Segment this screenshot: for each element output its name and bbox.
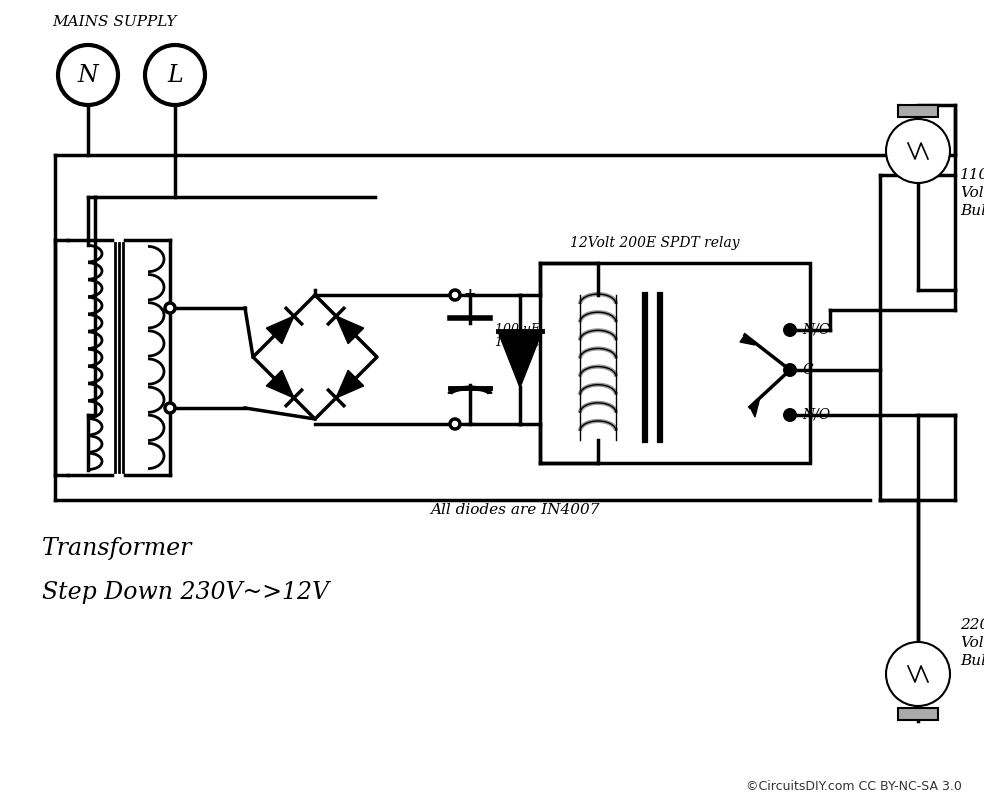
Text: N/O: N/O [802,408,830,422]
Bar [898,708,938,720]
Text: 110: 110 [960,168,984,182]
Text: −: − [463,416,475,431]
Circle shape [165,403,175,413]
Text: ©CircuitsDIY.com CC BY-NC-SA 3.0: ©CircuitsDIY.com CC BY-NC-SA 3.0 [746,780,962,793]
Polygon shape [750,397,760,417]
Polygon shape [740,335,755,345]
Text: Bulb: Bulb [960,654,984,668]
Circle shape [783,408,797,422]
Circle shape [783,363,797,377]
Bar [898,105,938,117]
Text: Bulb: Bulb [960,204,984,218]
Text: N: N [78,64,98,86]
Polygon shape [337,370,364,398]
Text: 16 Volt: 16 Volt [495,336,539,349]
Circle shape [450,290,460,300]
Circle shape [886,119,950,183]
Text: MAINS SUPPLY: MAINS SUPPLY [52,15,176,29]
Text: N/C: N/C [802,323,830,337]
Text: 12Volt 200E SPDT relay: 12Volt 200E SPDT relay [570,236,740,250]
Text: Step Down 230V~>12V: Step Down 230V~>12V [42,581,329,605]
Text: +: + [463,287,475,303]
Circle shape [886,642,950,706]
Circle shape [165,303,175,313]
Text: Volt: Volt [960,636,984,650]
Polygon shape [267,316,294,344]
Bar [540,263,810,463]
Circle shape [450,419,460,429]
Polygon shape [267,370,294,398]
Text: C: C [802,363,813,377]
Text: 220: 220 [960,618,984,632]
Circle shape [783,323,797,337]
Text: L: L [167,64,183,86]
Text: 100 uF: 100 uF [495,324,539,336]
Polygon shape [498,332,542,387]
Polygon shape [337,316,364,344]
Text: All diodes are IN4007: All diodes are IN4007 [430,503,599,517]
Text: Volt: Volt [960,186,984,200]
Text: Transformer: Transformer [42,536,193,559]
